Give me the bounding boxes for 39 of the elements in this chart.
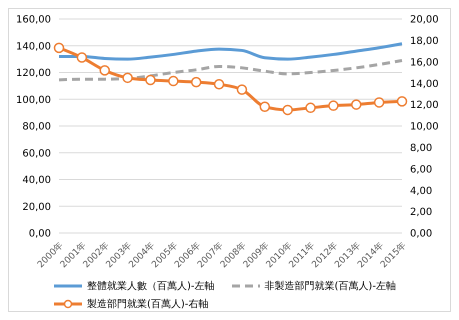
y2-tick-label: 2,00: [410, 207, 432, 218]
legend-label: 整體就業人數（百萬人)-左軸: [87, 280, 215, 293]
y2-tick-label: 8,00: [410, 142, 432, 154]
y-tick-label: 40,00: [22, 175, 51, 186]
y2-tick-label: 16,00: [410, 57, 439, 68]
y2-tick-label: 12,00: [410, 100, 439, 112]
y-tick-label: 20,00: [22, 202, 51, 213]
y-tick-label: 120,00: [16, 68, 51, 80]
point: [236, 84, 248, 95]
point: [76, 52, 88, 63]
y2-tick-label: 20,00: [410, 14, 439, 26]
y-tick-label: 80,00: [22, 122, 51, 133]
y2-tick-label: 10,00: [410, 122, 439, 133]
point: [145, 74, 156, 86]
point: [54, 42, 64, 54]
y-tick-label: 160,00: [16, 14, 51, 26]
point: [122, 72, 133, 84]
y2-tick-label: 14,00: [410, 78, 439, 90]
point: [374, 97, 384, 108]
y2-tick-label: 4,00: [410, 186, 432, 197]
y-tick-label: 100,00: [16, 94, 51, 106]
point: [168, 76, 179, 86]
y2-tick-label: 6,00: [410, 164, 432, 176]
y-tick-label: 0,00: [28, 228, 51, 240]
point: [214, 79, 224, 90]
legend-label: 製造部門就業(百萬人)-右軸: [87, 298, 208, 311]
point: [260, 101, 270, 112]
point: [305, 102, 316, 114]
y2-tick-label: 0,00: [410, 228, 432, 240]
point: [282, 104, 293, 116]
point: [190, 76, 202, 88]
point: [396, 96, 408, 107]
y-tick-label: 140,00: [16, 41, 51, 52]
point: [328, 100, 339, 111]
y2-tick-label: 18,00: [410, 36, 439, 47]
y-tick-label: 60,00: [22, 148, 51, 160]
point: [99, 65, 110, 76]
point: [351, 99, 362, 110]
legend-label: 非製造部門就業(百萬人)-左軸: [264, 280, 396, 293]
